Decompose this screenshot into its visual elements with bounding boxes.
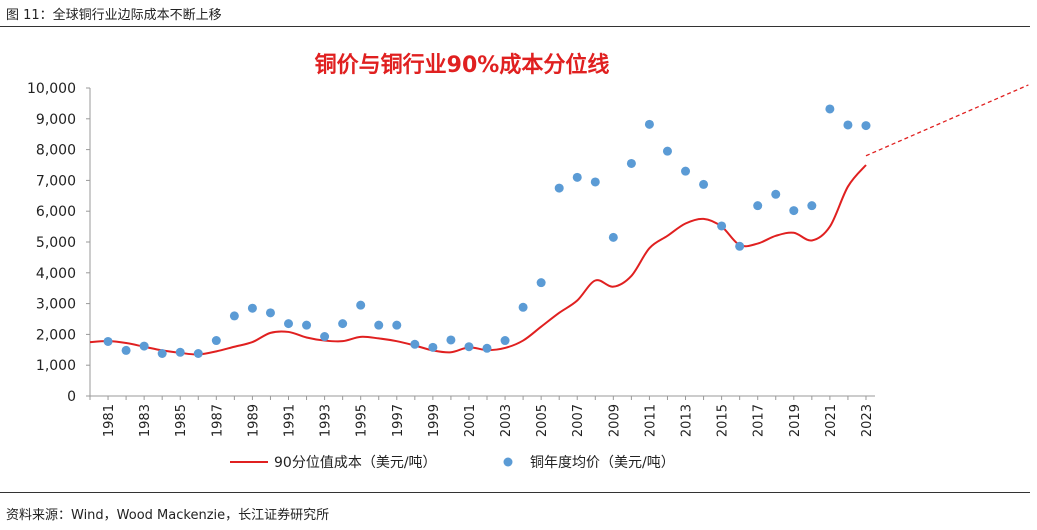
price-dot <box>518 302 528 312</box>
price-dot <box>662 146 672 156</box>
price-dot <box>229 311 239 321</box>
chart-title: 铜价与铜行业90%成本分位线 <box>315 52 610 78</box>
trend-dashed-line <box>865 84 1029 157</box>
y-tick-label: 1,000 <box>36 358 76 374</box>
x-tick-label: 2007 <box>571 404 586 437</box>
x-tick-label: 2009 <box>607 404 622 437</box>
y-tick-label: 6,000 <box>36 204 76 220</box>
y-tick-label: 2,000 <box>36 327 76 343</box>
price-dot <box>302 320 312 330</box>
y-tick-label: 4,000 <box>36 266 76 282</box>
x-tick-labels: 1981 1983 1985 1987 1989 1991 1993 1995 1997 1999… <box>89 396 875 437</box>
x-tick-label: 2003 <box>499 404 514 437</box>
price-dot <box>121 345 131 355</box>
x-tick-label: 2015 <box>716 404 731 437</box>
price-dot <box>284 319 294 329</box>
price-dot <box>825 104 835 114</box>
price-dot <box>211 336 221 346</box>
x-tick-label: 2019 <box>788 404 803 437</box>
legend: 90分位值成本（美元/吨） 铜年度均价（美元/吨） <box>230 455 675 471</box>
x-tick-label: 1997 <box>391 404 406 437</box>
price-dot <box>356 300 366 310</box>
figure-caption: 图 11：全球铜行业边际成本不断上移 <box>6 8 222 23</box>
y-tick-label: 9,000 <box>36 112 76 128</box>
x-tick-label: 2023 <box>860 404 875 437</box>
price-dot <box>554 183 564 193</box>
price-dot-series <box>103 104 871 358</box>
x-tick-label: 1985 <box>174 404 189 437</box>
y-tick-label: 8,000 <box>36 143 76 159</box>
price-dot <box>644 119 654 129</box>
price-dot <box>446 335 456 345</box>
price-dot <box>626 158 636 168</box>
x-tick-label: 2021 <box>824 404 839 437</box>
price-dot <box>320 332 330 342</box>
top-divider <box>0 26 1030 27</box>
legend-line-label: 90分位值成本（美元/吨） <box>274 455 437 471</box>
price-dot <box>789 206 799 216</box>
y-tick-label: 7,000 <box>36 173 76 189</box>
y-tick-label: 10,000 <box>27 81 76 97</box>
x-tick-label: 1999 <box>427 404 442 437</box>
y-tick-label: 0 <box>67 389 76 405</box>
x-tick-label: 1987 <box>210 404 225 437</box>
price-dot <box>139 341 149 351</box>
price-dot <box>608 232 618 242</box>
x-tick-label: 2017 <box>752 404 767 437</box>
price-dot <box>861 121 871 131</box>
y-tick-label: 3,000 <box>36 297 76 313</box>
x-tick-label: 1995 <box>355 404 370 437</box>
price-dot <box>807 201 817 211</box>
x-tick-label: 2005 <box>535 404 550 437</box>
bottom-divider <box>0 492 1030 493</box>
x-tick-label: 1981 <box>102 404 117 437</box>
price-dot <box>572 172 582 182</box>
source-note: 资料来源：Wind，Wood Mackenzie，长江证券研究所 <box>6 508 330 523</box>
x-tick-label: 1991 <box>283 404 298 437</box>
price-dot <box>265 308 275 318</box>
price-dot <box>247 303 257 313</box>
price-dot <box>771 189 781 199</box>
trend-extension <box>865 84 1029 157</box>
price-dot <box>699 179 709 189</box>
price-dot <box>392 320 402 330</box>
price-dot <box>157 348 167 358</box>
x-tick-label: 2011 <box>643 404 658 437</box>
x-tick-label: 2001 <box>463 404 478 437</box>
price-dot <box>500 336 510 346</box>
price-dot <box>428 342 438 352</box>
price-dot <box>482 343 492 353</box>
x-tick-label: 1983 <box>138 404 153 437</box>
price-dot <box>175 347 185 357</box>
price-dot <box>753 201 763 211</box>
price-dot <box>735 241 745 251</box>
price-dot <box>464 342 474 352</box>
x-tick-label: 1989 <box>246 404 261 437</box>
legend-dot-label: 铜年度均价（美元/吨） <box>530 455 675 471</box>
price-dot <box>103 336 113 346</box>
cost-line-series <box>89 164 867 356</box>
price-dot <box>717 221 727 231</box>
price-dot <box>843 120 853 130</box>
price-dot <box>193 348 203 358</box>
chart: 铜价与铜行业90%成本分位线 0 1,000 2,000 3,000 4,000 5,00… <box>27 52 1029 471</box>
x-tick-label: 2013 <box>680 404 695 437</box>
legend-dot-swatch <box>503 457 513 467</box>
price-dot <box>590 177 600 187</box>
x-tick-label: 1993 <box>319 404 334 437</box>
y-tick-labels: 0 1,000 2,000 3,000 4,000 5,000 6,000 7,000 8,00… <box>27 81 90 405</box>
y-tick-label: 5,000 <box>36 235 76 251</box>
price-dot <box>681 166 691 176</box>
price-dot <box>536 278 546 288</box>
price-dot <box>410 339 420 349</box>
cost-line <box>89 164 867 356</box>
price-dot <box>338 319 348 329</box>
price-dot <box>374 320 384 330</box>
